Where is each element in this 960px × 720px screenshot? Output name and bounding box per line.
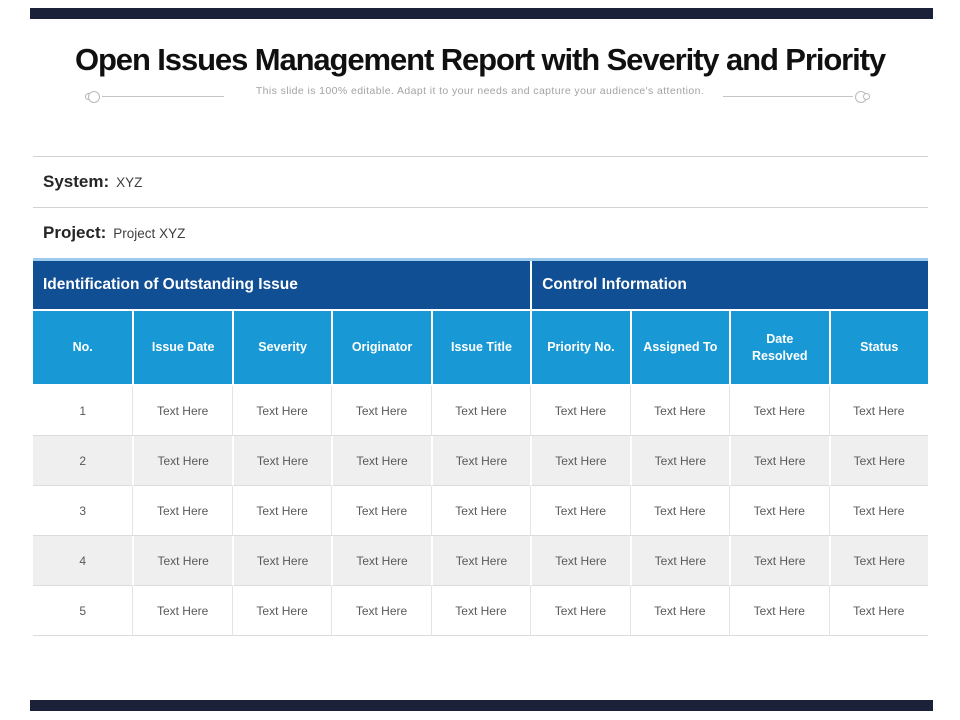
- table-row: 1 Text Here Text Here Text Here Text Here Tex…: [33, 386, 928, 436]
- table-cell: Text Here: [729, 586, 829, 636]
- group-header-cell: Control Information: [530, 261, 928, 309]
- table-cell: Text Here: [729, 486, 829, 536]
- table-cell: Text Here: [132, 486, 232, 536]
- table-cell: Text Here: [828, 536, 928, 586]
- table-cell: Text Here: [629, 386, 730, 436]
- table-row: 4 Text Here Text Here Text Here Text Here Tex…: [33, 536, 928, 586]
- left-decor-line: [85, 88, 224, 103]
- project-row: Project: Project XYZ: [33, 207, 928, 258]
- table-cell: Text Here: [629, 536, 730, 586]
- system-value: XYZ: [116, 174, 143, 190]
- table-cell: Text Here: [331, 486, 431, 536]
- table-cell: Text Here: [828, 486, 928, 536]
- top-decor-bar: [30, 8, 933, 19]
- divider-line: [102, 96, 224, 98]
- project-value: Project XYZ: [113, 225, 186, 241]
- table-cell: Text Here: [530, 386, 630, 436]
- column-header-cell: Assigned To: [629, 309, 730, 386]
- bottom-decor-bar: [30, 700, 933, 711]
- table-cell: 3: [33, 486, 133, 536]
- page-title: Open Issues Management Report with Sever…: [74, 42, 886, 77]
- table-cell: Text Here: [331, 386, 431, 436]
- group-header-cell: Identification of Outstanding Issue: [33, 261, 531, 309]
- table-cell: Text Here: [629, 486, 730, 536]
- column-header-cell: Status: [828, 309, 928, 386]
- issues-table: Identification of Outstanding Issue Contr…: [33, 258, 928, 636]
- table-cell: 1: [33, 386, 133, 436]
- column-header-cell: No.: [33, 309, 133, 386]
- table-row: 2 Text Here Text Here Text Here Text Here Tex…: [33, 436, 928, 486]
- table-cell: Text Here: [629, 586, 730, 636]
- divider-line: [723, 96, 853, 98]
- table-cell: Text Here: [231, 486, 332, 536]
- column-header-row: No. Issue Date Severity Originator Issue Tit…: [33, 309, 928, 386]
- table-row: 5 Text Here Text Here Text Here Text Here Tex…: [33, 586, 928, 636]
- column-header-cell: Date Resolved: [729, 309, 829, 386]
- table-cell: Text Here: [430, 536, 531, 586]
- ring-icon: [88, 90, 100, 103]
- table-cell: 5: [33, 586, 133, 636]
- table-cell: Text Here: [231, 586, 332, 636]
- meta-section: System: XYZ Project: Project XYZ: [33, 156, 928, 258]
- table-cell: Text Here: [530, 586, 630, 636]
- project-label: Project:: [43, 223, 107, 242]
- table-cell: Text Here: [132, 586, 232, 636]
- column-header-cell: Issue Title: [430, 309, 531, 386]
- table-cell: Text Here: [132, 536, 232, 586]
- table-cell: Text Here: [132, 386, 232, 436]
- table-cell: Text Here: [430, 436, 531, 486]
- table-cell: Text Here: [530, 436, 630, 486]
- ring-icon: [863, 93, 870, 101]
- table-cell: Text Here: [132, 436, 232, 486]
- table-cell: Text Here: [729, 386, 829, 436]
- system-label: System:: [43, 172, 110, 191]
- table-cell: Text Here: [729, 436, 829, 486]
- table-cell: Text Here: [828, 386, 928, 436]
- column-header-cell: Originator: [331, 309, 431, 386]
- column-header-cell: Priority No.: [530, 309, 630, 386]
- table-cell: Text Here: [828, 586, 928, 636]
- table-cell: Text Here: [530, 536, 630, 586]
- table-cell: Text Here: [331, 436, 431, 486]
- table-cell: Text Here: [430, 486, 531, 536]
- table-cell: Text Here: [331, 536, 431, 586]
- table-cell: 4: [33, 536, 133, 586]
- table-cell: Text Here: [331, 586, 431, 636]
- table-cell: Text Here: [629, 436, 730, 486]
- system-row: System: XYZ: [33, 156, 928, 207]
- table-cell: Text Here: [231, 386, 332, 436]
- table-cell: 2: [33, 436, 133, 486]
- table-cell: Text Here: [231, 436, 332, 486]
- group-header-row: Identification of Outstanding Issue Contr…: [33, 261, 928, 309]
- table-cell: Text Here: [231, 536, 332, 586]
- column-header-cell: Issue Date: [132, 309, 232, 386]
- table-cell: Text Here: [530, 486, 630, 536]
- right-decor-line: [723, 88, 870, 103]
- table-cell: Text Here: [729, 536, 829, 586]
- column-header-cell: Severity: [231, 309, 332, 386]
- table-row: 3 Text Here Text Here Text Here Text Here Tex…: [33, 486, 928, 536]
- table-cell: Text Here: [430, 586, 531, 636]
- table-cell: Text Here: [828, 436, 928, 486]
- subtitle: This slide is 100% editable. Adapt it to…: [255, 85, 705, 97]
- table-cell: Text Here: [430, 386, 531, 436]
